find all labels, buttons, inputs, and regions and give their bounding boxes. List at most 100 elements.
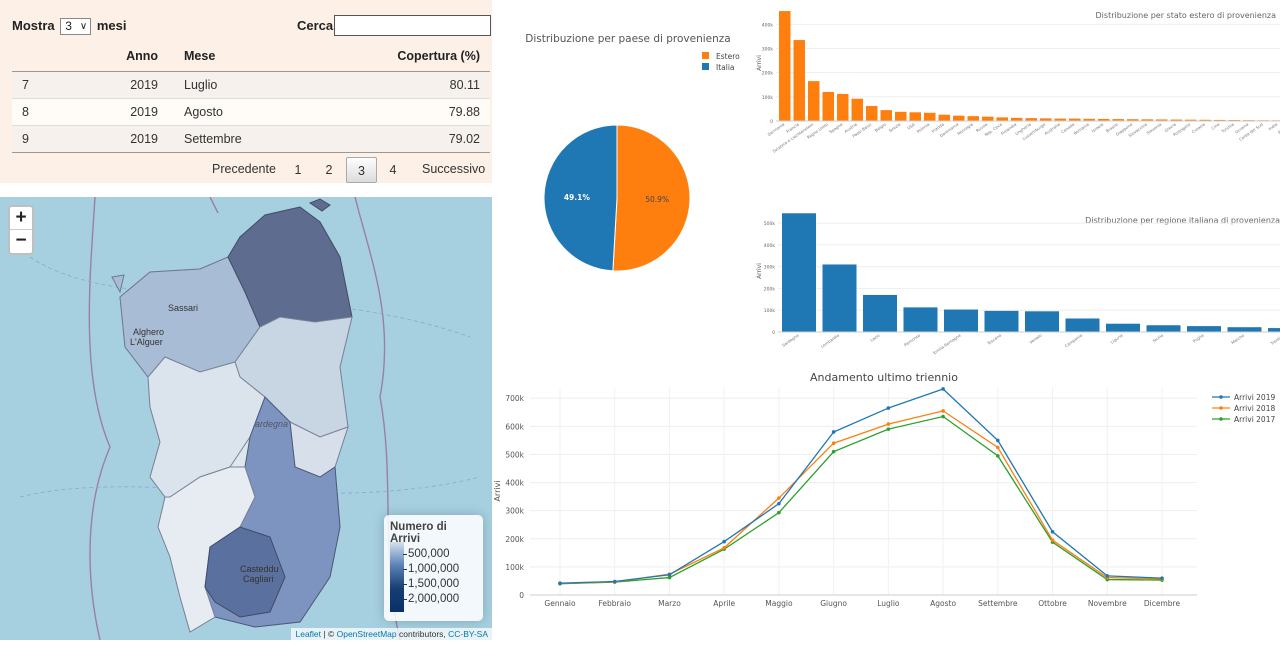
country-bar-chart-panel: Distribuzione per stato estero di proven… bbox=[752, 0, 1280, 165]
y-tick-label: 100k bbox=[505, 563, 524, 572]
bar bbox=[1127, 119, 1139, 121]
x-tick-label: USA bbox=[906, 122, 916, 131]
bar bbox=[837, 93, 849, 121]
legend-entry: Estero bbox=[716, 52, 740, 61]
license-link[interactable]: CC-BY-SA bbox=[448, 629, 488, 639]
y-tick-label: 500k bbox=[764, 221, 776, 227]
pagination-page-4[interactable]: 4 bbox=[389, 163, 397, 177]
bar bbox=[1185, 119, 1197, 121]
x-tick-label: Febbraio bbox=[599, 599, 632, 608]
choropleth-map[interactable]: Sassari Alghero L'Alguer ardegna Castedd… bbox=[0, 197, 492, 640]
x-tick-label: Giugno bbox=[820, 599, 847, 608]
y-tick-label: 400k bbox=[505, 479, 524, 488]
x-tick-label: Piemonte bbox=[903, 332, 922, 347]
legend-entry: Arrivi 2017 bbox=[1234, 415, 1275, 424]
line-chart[interactable]: Andamento ultimo triennio 0 100k 200k 300k 40… bbox=[490, 365, 1280, 640]
y-tick-label: 300k bbox=[764, 265, 776, 271]
attribution-separator: | © bbox=[323, 629, 335, 639]
series-line bbox=[559, 415, 1163, 585]
data-point bbox=[996, 438, 1000, 443]
column-header-copertura[interactable]: Copertura (%) bbox=[308, 42, 490, 72]
data-point bbox=[1160, 576, 1164, 580]
pie-chart[interactable]: Distribuzione per paese di provenienza 50… bbox=[510, 0, 750, 300]
search-input[interactable] bbox=[334, 15, 491, 36]
map-region-olbia[interactable] bbox=[227, 206, 353, 328]
x-tick-label: Croazia bbox=[1191, 121, 1207, 134]
table-header-row: Anno Mese Copertura (%) bbox=[12, 42, 490, 72]
cell-mese: Luglio bbox=[168, 70, 308, 98]
cell-anno: 2019 bbox=[86, 97, 168, 125]
leaflet-link[interactable]: Leaflet bbox=[295, 629, 322, 639]
y-tick-label: 100k bbox=[764, 308, 776, 314]
pie-slice-label: 50.9% bbox=[645, 195, 669, 204]
x-tick-label: Cina bbox=[1210, 121, 1221, 131]
bar bbox=[982, 116, 994, 121]
bar bbox=[1040, 118, 1052, 121]
pagination-page-1[interactable]: 1 bbox=[294, 163, 302, 177]
data-point bbox=[667, 575, 672, 580]
x-tick-label: Dicembre bbox=[1144, 599, 1181, 608]
column-header-anno[interactable]: Anno bbox=[86, 42, 168, 72]
legend-entry: Italia bbox=[716, 63, 735, 72]
x-tick-label: Grecia bbox=[1163, 121, 1177, 133]
sea-border-line bbox=[88, 197, 111, 640]
data-point bbox=[612, 579, 617, 584]
y-axis-label: Arrivi bbox=[493, 480, 502, 501]
bar bbox=[938, 114, 950, 121]
bar bbox=[1187, 326, 1221, 332]
column-header-index[interactable] bbox=[12, 42, 86, 72]
data-table: Anno Mese Copertura (%) 7 2019 Luglio 80… bbox=[12, 42, 490, 153]
column-header-mese[interactable]: Mese bbox=[168, 42, 308, 72]
place-label-cagliari-alt: Cagliari bbox=[243, 574, 274, 584]
country-bar-chart[interactable]: Distribuzione per stato estero di proven… bbox=[752, 0, 1280, 165]
map-region-cagliari-city[interactable] bbox=[204, 526, 286, 618]
x-tick-label: India bbox=[1267, 121, 1278, 131]
bar bbox=[866, 106, 878, 121]
x-tick-label: Aprile bbox=[713, 599, 735, 608]
cell-mese: Agosto bbox=[168, 97, 308, 125]
data-point bbox=[777, 501, 781, 506]
pagination-next[interactable]: Successivo bbox=[422, 162, 486, 176]
bar bbox=[944, 309, 978, 332]
chart-title: Andamento ultimo triennio bbox=[810, 371, 958, 384]
bar bbox=[1268, 328, 1280, 332]
pagination-page-2[interactable]: 2 bbox=[325, 163, 333, 177]
bar bbox=[880, 110, 892, 121]
bar bbox=[793, 40, 805, 121]
x-tick-label: Russia bbox=[975, 121, 989, 133]
y-tick-label: 600k bbox=[505, 422, 524, 431]
region-bar-chart[interactable]: Distribuzione per regione italiana di pr… bbox=[752, 205, 1280, 360]
osm-link[interactable]: OpenStreetMap bbox=[336, 629, 397, 639]
bar bbox=[1156, 119, 1168, 121]
y-tick-label: 500k bbox=[505, 450, 524, 459]
x-tick-label: Marche bbox=[1230, 332, 1245, 345]
pagination-previous[interactable]: Precedente bbox=[212, 162, 276, 176]
bar bbox=[1141, 119, 1153, 121]
bar bbox=[1069, 118, 1081, 121]
bar bbox=[1199, 119, 1211, 121]
data-table-panel: Mostra 3 ∨ mesi Cerca Anno Mese Copertura… bbox=[0, 0, 492, 183]
legend-swatch bbox=[702, 63, 709, 70]
y-tick-label: 0 bbox=[519, 591, 524, 600]
x-tick-label: Israele bbox=[1090, 121, 1104, 133]
x-tick-label: Lombardia bbox=[820, 332, 841, 349]
data-point bbox=[886, 422, 891, 426]
bar bbox=[808, 81, 820, 121]
x-tick-label: Veneto bbox=[1028, 332, 1043, 344]
bar bbox=[996, 117, 1008, 121]
length-prefix: Mostra bbox=[12, 18, 55, 33]
map-legend: Numero di Arrivi 500,000 1,000,000 1,500… bbox=[384, 515, 483, 621]
bar bbox=[909, 112, 921, 121]
x-tick-label: Liguria bbox=[1110, 332, 1124, 344]
y-tick-label: 300k bbox=[505, 507, 524, 516]
page-length-select[interactable]: 3 ∨ bbox=[60, 18, 92, 36]
legend-tick bbox=[403, 584, 407, 585]
bar bbox=[1170, 119, 1182, 121]
cell-mese: Settembre bbox=[168, 124, 308, 153]
y-axis-label: Arrivi bbox=[756, 263, 763, 279]
zoom-out-button[interactable]: − bbox=[15, 230, 27, 251]
pagination-page-3[interactable]: 3 bbox=[346, 157, 377, 183]
data-point bbox=[886, 406, 891, 410]
bar bbox=[1025, 311, 1059, 332]
zoom-in-button[interactable]: + bbox=[10, 207, 32, 230]
